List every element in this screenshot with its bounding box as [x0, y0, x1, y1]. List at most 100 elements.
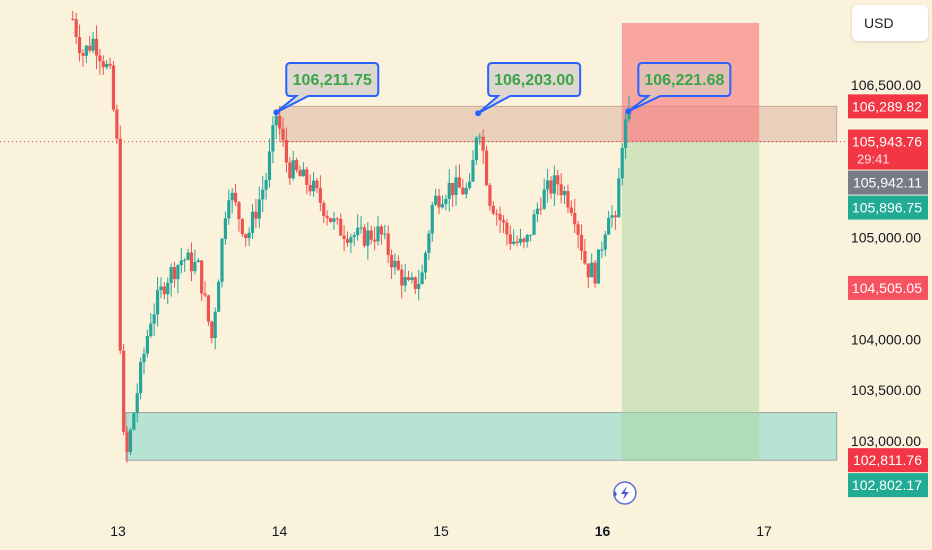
candle-body	[613, 215, 618, 218]
candle-body	[281, 128, 285, 140]
candle-body	[440, 204, 445, 208]
candle-body	[284, 139, 289, 163]
candle-body	[244, 234, 248, 239]
callout-box	[477, 62, 582, 115]
price-tag	[848, 129, 928, 170]
candle-body	[152, 314, 156, 324]
candle-body	[420, 272, 424, 284]
candle-body	[71, 18, 75, 20]
candle-body	[149, 323, 153, 337]
candle-body	[566, 191, 570, 208]
candle-body	[501, 220, 506, 223]
candle-body	[193, 262, 197, 272]
candle-body	[410, 277, 414, 281]
candle-body	[291, 160, 295, 179]
candle-body	[81, 53, 85, 56]
candle-body	[345, 239, 350, 243]
candle-body	[386, 233, 390, 256]
peak-callout: 106,221.68	[625, 62, 732, 115]
y-tick-label: 103,000.00	[851, 433, 921, 449]
candle-body	[128, 429, 133, 452]
price-tag-label: 104,505.05	[852, 280, 922, 296]
candle-body	[295, 160, 299, 171]
x-tick-label: 14	[272, 523, 288, 539]
candle-body	[223, 218, 227, 239]
x-tick-label: 16	[595, 523, 611, 539]
candle-body	[373, 239, 377, 242]
candle-body	[206, 295, 211, 322]
candle-body	[183, 259, 187, 261]
x-tick-label: 17	[756, 523, 772, 539]
candle-body	[332, 218, 336, 222]
candle-body	[454, 177, 458, 196]
candle-body	[352, 235, 356, 238]
candle-body	[549, 180, 553, 194]
candle-body	[430, 204, 434, 234]
price-tag	[848, 170, 928, 195]
candle-body	[525, 234, 529, 242]
price-tag	[848, 94, 928, 119]
candle-body	[247, 232, 251, 239]
candle-body	[562, 191, 567, 196]
callout-anchor-dot	[475, 110, 482, 117]
candle-body	[586, 263, 590, 278]
candle-body	[417, 283, 421, 289]
candle-body	[444, 198, 448, 205]
candle-body	[342, 235, 346, 240]
candle-body	[227, 200, 231, 219]
peak-callout: 106,203.00	[475, 62, 582, 117]
candle-body	[189, 252, 194, 272]
candle-body	[186, 252, 190, 260]
candle-body	[349, 237, 353, 243]
candle-body	[529, 234, 533, 236]
candle-body	[406, 277, 411, 281]
price-tag-label: 102,811.76	[853, 452, 922, 468]
price-tag-label: 102,802.17	[852, 477, 922, 493]
candle-body	[122, 350, 126, 432]
candle-body	[84, 45, 88, 56]
callout-label: 106,211.75	[293, 72, 372, 89]
overlays-layer: 106,211.75 106,203.00 106,221.68	[0, 62, 845, 505]
candle-body	[396, 260, 400, 270]
candle-body	[434, 195, 438, 205]
candle-body	[257, 199, 261, 219]
candle-body	[135, 393, 139, 414]
candle-body	[590, 262, 594, 278]
lightning-glyph	[620, 486, 629, 500]
candle-body	[315, 180, 319, 189]
candle-body	[115, 109, 119, 139]
candle-body	[250, 211, 255, 233]
y-tick-label: 106,500.00	[851, 77, 921, 93]
candle-body	[535, 208, 540, 215]
candle-body	[88, 45, 92, 51]
candle-body	[240, 219, 244, 235]
candle-body	[369, 230, 373, 240]
candle-body	[125, 431, 129, 452]
candle-body	[311, 180, 316, 192]
price-tag	[848, 195, 928, 220]
candle-body	[179, 260, 183, 266]
candle-body	[376, 226, 380, 242]
candle-body	[101, 61, 105, 68]
candle-body	[142, 353, 146, 363]
candle-body	[542, 189, 546, 209]
candle-body	[274, 115, 278, 126]
candle-body	[400, 269, 404, 286]
candle-body	[437, 195, 441, 208]
candle-body	[74, 19, 78, 38]
candle-body	[423, 252, 428, 273]
currency-button[interactable]: USD	[852, 5, 928, 41]
callout-anchor-dot	[273, 109, 280, 116]
candle-body	[210, 321, 214, 339]
candle-body	[169, 267, 173, 284]
candle-body	[105, 63, 109, 68]
y-tick-label: 103,500.00	[851, 382, 921, 398]
candle-body	[389, 255, 394, 268]
candle-body	[196, 260, 200, 263]
candle-body	[176, 265, 180, 280]
candle-body	[505, 222, 509, 235]
candle-body	[159, 286, 163, 291]
x-tick-label: 15	[433, 523, 449, 539]
